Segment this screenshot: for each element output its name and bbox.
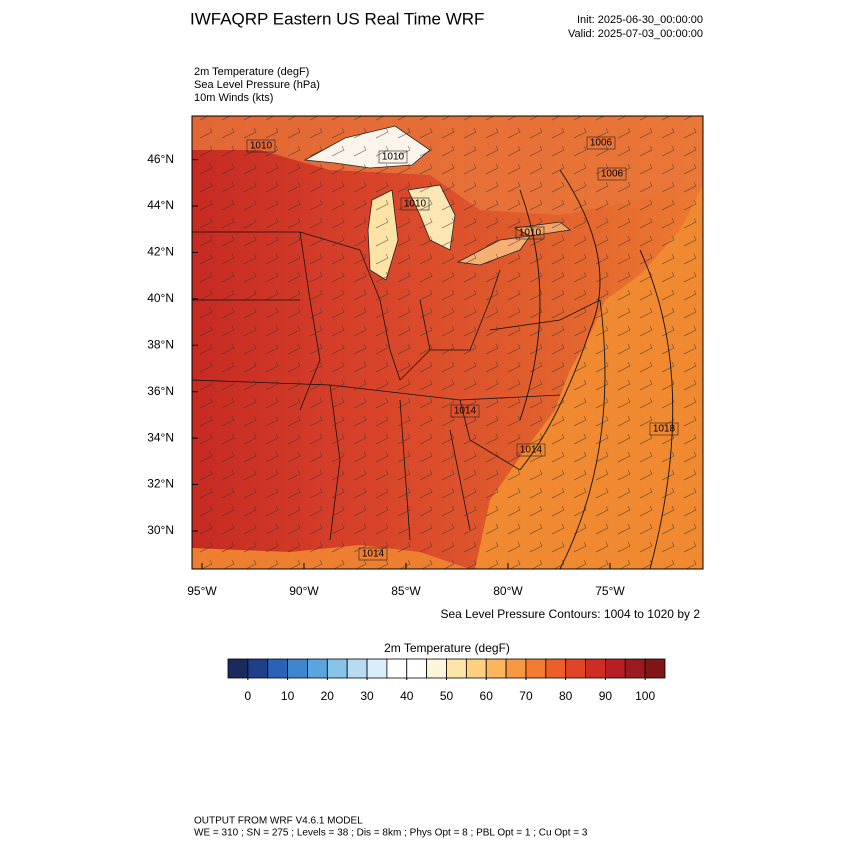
colorbar-box [247, 658, 269, 679]
colorbar-box [545, 658, 567, 679]
y-tick-label: 36°N [147, 384, 174, 398]
y-tick-label: 44°N [147, 198, 174, 212]
contour-label: 1014 [362, 549, 385, 560]
contour-label-box [378, 150, 408, 164]
colorbar-box [565, 658, 586, 679]
pressure-contours [519, 169, 674, 569]
field-label: Sea Level Pressure (hPa) [194, 79, 320, 91]
field-label: 2m Temperature (degF) [194, 66, 309, 78]
colorbar-tick-label: 40 [400, 689, 414, 703]
contour-label-box [400, 197, 430, 211]
contour-label-box [649, 422, 679, 436]
contour-label: 1010 [382, 152, 405, 163]
contour-label: 1018 [653, 424, 676, 435]
wind-barbs [192, 116, 703, 569]
colorbar-tick-label: 100 [635, 689, 655, 703]
field-label: 10m Winds (kts) [194, 92, 273, 104]
colorbar-box [287, 658, 308, 679]
y-tick-label: 32°N [147, 477, 174, 491]
contour-label-box [586, 136, 616, 150]
colorbar-box [366, 658, 388, 679]
contour-label: 1014 [520, 445, 543, 456]
y-tick-label: 46°N [147, 152, 174, 166]
colorbar-box [307, 658, 328, 679]
contour-label: 1010 [519, 228, 542, 239]
x-tick-label: 95°W [187, 584, 217, 598]
colorbar-box [485, 658, 507, 679]
colorbar-tick-label: 80 [559, 689, 573, 703]
x-tick-label: 75°W [595, 584, 625, 598]
colorbar-tick-label: 50 [440, 689, 454, 703]
contour-label-box [246, 139, 276, 153]
map-frame [191, 115, 704, 570]
contour-label-box [515, 226, 545, 240]
y-tick-label: 34°N [147, 430, 174, 444]
y-tick-label: 42°N [147, 245, 174, 259]
colorbar-tick-label: 10 [281, 689, 295, 703]
contour-label: 1014 [454, 406, 477, 417]
colorbar-tick-label: 90 [599, 689, 613, 703]
colorbar-box [465, 658, 487, 679]
colorbar-box [644, 658, 666, 679]
colorbar-box [585, 658, 606, 679]
colorbar-box [346, 658, 368, 679]
contour-label: 1006 [590, 138, 613, 149]
colorbar-tick-label: 0 [245, 689, 252, 703]
colorbar-box [525, 658, 547, 679]
y-tick-label: 38°N [147, 337, 174, 351]
colorbar-tick-label: 70 [519, 689, 533, 703]
x-tick-label: 80°W [493, 584, 523, 598]
colorbar-box [326, 658, 348, 679]
colorbar-tick-label: 30 [360, 689, 374, 703]
colorbar-title: 2m Temperature (degF) [384, 641, 510, 655]
colorbar-box [505, 658, 527, 679]
colorbar-box [446, 658, 467, 679]
colorbar-box [227, 658, 249, 679]
contour-label: 1010 [250, 141, 273, 152]
colorbar-tick-label: 20 [321, 689, 335, 703]
colorbar-box [386, 658, 408, 679]
contour-note: Sea Level Pressure Contours: 1004 to 102… [441, 607, 701, 621]
y-tick-label: 30°N [147, 523, 174, 537]
y-tick-label: 40°N [147, 291, 174, 305]
contour-label-box [358, 547, 388, 561]
contour-label-box [450, 404, 480, 418]
colorbar-box [406, 658, 428, 679]
valid-time: Valid: 2025-07-03_00:00:00 [568, 28, 703, 40]
footer-line: WE = 310 ; SN = 275 ; Levels = 38 ; Dis … [194, 828, 588, 839]
contour-label-box [516, 443, 546, 457]
colorbar-box [624, 658, 646, 679]
colorbar-box [426, 658, 447, 679]
contour-label-box [597, 167, 627, 181]
contour-label: 1006 [601, 169, 624, 180]
colorbar-box [605, 658, 626, 679]
init-time: Init: 2025-06-30_00:00:00 [577, 14, 703, 26]
colorbar-box [267, 658, 288, 679]
x-tick-label: 85°W [391, 584, 421, 598]
contour-label: 1010 [404, 199, 427, 210]
footer-line: OUTPUT FROM WRF V4.6.1 MODEL [194, 816, 363, 827]
title: IWFAQRP Eastern US Real Time WRF [190, 9, 484, 28]
x-tick-label: 90°W [289, 584, 319, 598]
colorbar-tick-label: 60 [480, 689, 494, 703]
map: 1010 1010 1010 1006 1006 1010 1014 1014 1018 1014 [192, 116, 703, 569]
